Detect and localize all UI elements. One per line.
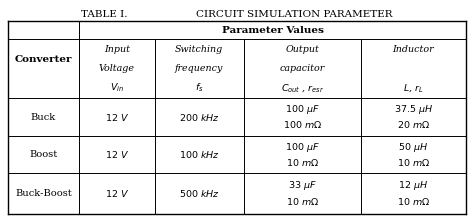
- Text: $10\ m\Omega$: $10\ m\Omega$: [286, 196, 319, 207]
- Text: frequency: frequency: [175, 64, 223, 73]
- Text: Voltage: Voltage: [99, 64, 135, 73]
- Text: $20\ m\Omega$: $20\ m\Omega$: [397, 119, 430, 130]
- Text: TABLE I.: TABLE I.: [81, 10, 128, 19]
- Text: $500\ kHz$: $500\ kHz$: [179, 188, 220, 199]
- Text: Buck-Boost: Buck-Boost: [15, 189, 72, 198]
- Text: $10\ m\Omega$: $10\ m\Omega$: [397, 196, 430, 207]
- Text: $12\ \mu H$: $12\ \mu H$: [398, 179, 428, 192]
- Text: capacitor: capacitor: [280, 64, 325, 73]
- Text: $100\ \mu F$: $100\ \mu F$: [285, 141, 319, 154]
- Text: $f_s$: $f_s$: [195, 81, 203, 94]
- Text: $33\ \mu F$: $33\ \mu F$: [288, 179, 317, 192]
- Text: $12\ V$: $12\ V$: [105, 112, 129, 123]
- Text: $10\ m\Omega$: $10\ m\Omega$: [397, 157, 430, 168]
- Text: Converter: Converter: [15, 55, 72, 64]
- Text: $100\ m\Omega$: $100\ m\Omega$: [283, 119, 322, 130]
- Text: $L$, $r_L$: $L$, $r_L$: [403, 82, 424, 94]
- Text: Boost: Boost: [29, 150, 58, 159]
- Text: $V_{in}$: $V_{in}$: [109, 81, 124, 94]
- Text: Switching: Switching: [175, 45, 223, 54]
- Text: $12\ V$: $12\ V$: [105, 149, 129, 160]
- Text: Inductor: Inductor: [392, 45, 434, 54]
- Text: $200\ kHz$: $200\ kHz$: [179, 112, 220, 123]
- Text: Parameter Values: Parameter Values: [221, 26, 323, 35]
- Text: $37.5\ \mu H$: $37.5\ \mu H$: [394, 103, 433, 116]
- Text: $10\ m\Omega$: $10\ m\Omega$: [286, 157, 319, 168]
- Text: $100\ kHz$: $100\ kHz$: [179, 149, 220, 160]
- Text: Buck: Buck: [31, 112, 56, 121]
- Text: Input: Input: [104, 45, 130, 54]
- Text: $100\ \mu F$: $100\ \mu F$: [285, 103, 319, 116]
- Text: $50\ \mu H$: $50\ \mu H$: [398, 141, 428, 154]
- Text: CIRCUIT SIMULATION PARAMETER: CIRCUIT SIMULATION PARAMETER: [196, 10, 392, 19]
- Text: $C_{out}$ , $r_{esr}$: $C_{out}$ , $r_{esr}$: [281, 82, 324, 94]
- Text: $12\ V$: $12\ V$: [105, 188, 129, 199]
- Text: Output: Output: [285, 45, 319, 54]
